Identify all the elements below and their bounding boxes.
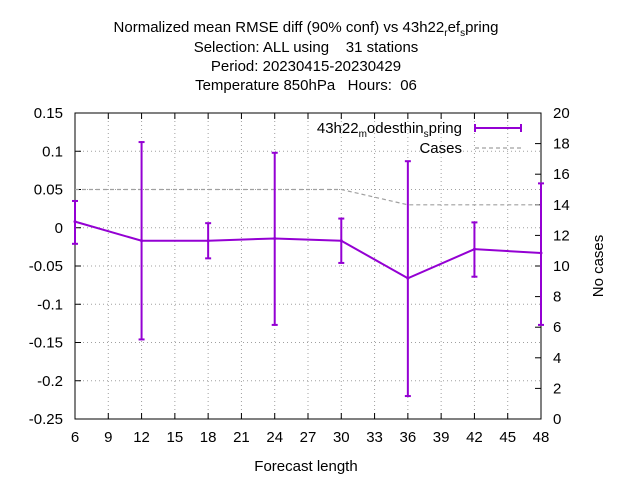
x-tick-label: 12: [133, 429, 150, 446]
title-line-3: Period: 20230415-20230429: [211, 58, 401, 75]
legend: 43h22modesthinspring Cases: [317, 120, 522, 157]
x-tick-label: 33: [366, 429, 383, 446]
data-point: [73, 220, 77, 224]
y-tick-label: -0.05: [29, 258, 63, 275]
legend-main-c: odesthin: [367, 120, 424, 137]
x-tick-label: 36: [400, 429, 417, 446]
x-tick-label: 30: [333, 429, 350, 446]
legend-label-cases: Cases: [419, 140, 462, 157]
data-point: [140, 239, 144, 243]
y-tick-label: -0.15: [29, 335, 63, 352]
data-point: [339, 239, 343, 243]
series-cases: [75, 188, 541, 206]
title-line-4: Temperature 850hPa Hours: 06: [195, 77, 417, 94]
series-43h22-modesthin-spring: [72, 141, 544, 398]
error-bar: [72, 199, 78, 245]
title-pring: pring: [465, 19, 498, 36]
error-bar: [538, 182, 544, 326]
x-tick-label: 45: [499, 429, 516, 446]
legend-main-b: m: [359, 129, 367, 140]
legend-main-e: pring: [429, 120, 462, 137]
y2-tick-label: 10: [553, 258, 570, 275]
x-tick-label: 18: [200, 429, 217, 446]
y2-tick-label: 2: [553, 380, 561, 397]
legend-key-main: [474, 124, 522, 132]
error-bar: [138, 141, 145, 341]
data-point: [273, 236, 277, 240]
error-bar: [271, 151, 278, 326]
y-tick-label: -0.25: [29, 411, 63, 428]
error-bar: [205, 222, 212, 260]
error-bar: [404, 160, 411, 398]
y2-axis-label: No cases: [590, 235, 607, 298]
main-line: [74, 220, 542, 280]
y2-tick-label: 0: [553, 411, 561, 428]
data-point: [472, 247, 476, 251]
y2-tick-label: 8: [553, 289, 561, 306]
x-tick-label: 48: [533, 429, 550, 446]
y-tick-label: 0.05: [34, 182, 63, 199]
title-line-1: Normalized mean RMSE diff (90% conf) vs …: [114, 19, 499, 39]
x-axis-label: Forecast length: [254, 458, 357, 475]
legend-label-main: 43h22modesthinspring: [317, 120, 462, 140]
title-ef: ef: [448, 19, 461, 36]
cases-line: [75, 188, 541, 206]
y2-tick-label: 16: [553, 166, 570, 183]
x-tick-label: 21: [233, 429, 250, 446]
legend-main-a: 43h22: [317, 120, 359, 137]
y2-tick-label: 6: [553, 319, 561, 336]
x-tick-label: 15: [167, 429, 184, 446]
x-tick-label: 24: [266, 429, 283, 446]
y2-tick-label: 20: [553, 105, 570, 122]
x-tick-label: 6: [71, 429, 79, 446]
y-tick-label: 0: [55, 220, 63, 237]
error-bar: [338, 217, 345, 264]
x-tick-label: 42: [466, 429, 483, 446]
x-tick-label: 39: [433, 429, 450, 446]
y-tick-label: -0.2: [37, 373, 63, 390]
y-tick-label: 0.15: [34, 105, 63, 122]
y-axis-ticks: 0.15 0.1 0.05 0 -0.05 -0.1 -0.15 -0.2 -0.25: [29, 105, 81, 428]
legend-main-d: s: [424, 129, 429, 140]
x-axis-ticks: 6 9 12 15 18 21 24 27 30 33 36 39 42 45 48: [71, 113, 550, 446]
data-point: [539, 251, 543, 255]
title-line-1-text: Normalized mean RMSE diff (90% conf) vs …: [114, 19, 445, 36]
y2-tick-label: 12: [553, 227, 570, 244]
error-bar: [471, 221, 478, 278]
chart-title: Normalized mean RMSE diff (90% conf) vs …: [114, 19, 499, 94]
data-point: [406, 276, 410, 280]
title-line-2: Selection: ALL using 31 stations: [194, 39, 419, 56]
y2-tick-label: 4: [553, 350, 561, 367]
grid: [75, 113, 541, 419]
y-tick-label: -0.1: [37, 296, 63, 313]
y2-tick-label: 14: [553, 197, 570, 214]
y2-tick-label: 18: [553, 136, 570, 153]
y-tick-label: 0.1: [42, 143, 63, 160]
data-point: [206, 239, 210, 243]
x-tick-label: 9: [104, 429, 112, 446]
title-sub-s: s: [460, 28, 465, 39]
title-sub-r: r: [444, 28, 448, 39]
x-tick-label: 27: [300, 429, 317, 446]
